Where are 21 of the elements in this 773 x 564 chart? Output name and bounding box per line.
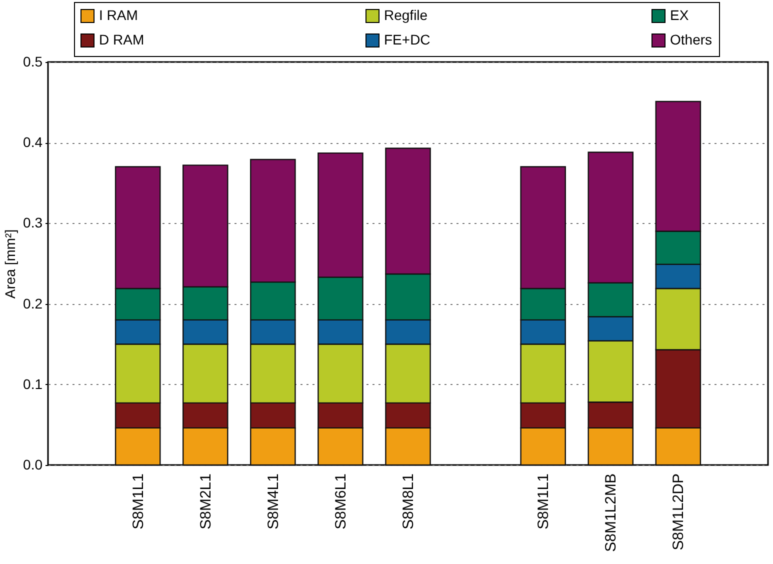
x-tick-label: S8M1L2MB bbox=[602, 474, 620, 552]
x-tick-label: S8M4L1 bbox=[264, 474, 282, 530]
x-tick-label: S8M6L1 bbox=[332, 474, 350, 530]
y-tick-label: 0.0 bbox=[23, 456, 43, 472]
legend-label: I RAM bbox=[99, 6, 138, 23]
y-tick-label: 0.4 bbox=[23, 134, 43, 150]
legend-label: Others bbox=[670, 32, 712, 48]
legend-label: EX bbox=[670, 6, 690, 23]
x-tick-label: S8M1L1 bbox=[535, 474, 552, 530]
legend-label: Regfile bbox=[384, 6, 428, 23]
legend-label: FE+DC bbox=[384, 32, 430, 48]
x-tick-label: S8M1L1 bbox=[130, 474, 147, 530]
y-axis-title: Area [mm²] bbox=[2, 229, 18, 299]
y-tick-label: 0.5 bbox=[23, 54, 43, 70]
x-tick-label: S8M1L2DP bbox=[670, 474, 688, 550]
legend-label: D RAM bbox=[99, 32, 144, 48]
x-tick-label: S8M8L1 bbox=[400, 474, 417, 530]
y-tick-label: 0.2 bbox=[23, 295, 43, 312]
y-tick-label: 0.1 bbox=[23, 376, 43, 392]
x-tick-label: S8M2L1 bbox=[197, 474, 214, 530]
y-tick-label: 0.3 bbox=[23, 214, 43, 231]
